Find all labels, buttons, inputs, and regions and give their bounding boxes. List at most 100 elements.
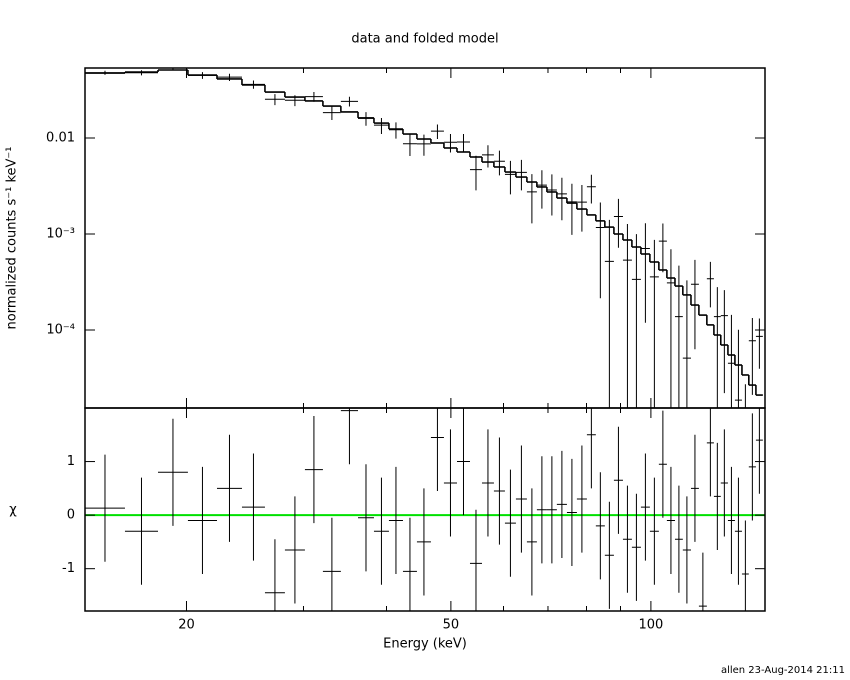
data-point [515, 159, 527, 191]
data-point [622, 224, 632, 408]
data-point [674, 485, 683, 593]
data-point [526, 174, 537, 224]
y-tick-label: 10⁻³ [46, 227, 75, 242]
data-point [264, 539, 285, 611]
data-point [706, 261, 714, 308]
data-point [566, 458, 577, 567]
data-point [241, 453, 265, 561]
data-point [340, 96, 359, 107]
data-point [402, 134, 417, 156]
y-axis-label: χ [9, 503, 17, 518]
plot-area [85, 68, 763, 476]
data-point [157, 68, 188, 71]
data-point [622, 485, 632, 593]
data-point [536, 456, 547, 564]
data-point [546, 456, 557, 564]
data-point [613, 198, 623, 248]
data-point [734, 329, 742, 408]
data-point [216, 73, 242, 81]
data-point [85, 70, 125, 75]
data-point [402, 517, 417, 611]
data-point [373, 117, 389, 134]
data-point [699, 428, 707, 476]
data-point [640, 223, 650, 323]
data-point [241, 80, 265, 89]
footer: allen 23-Aug-2014 21:11 [721, 665, 845, 676]
data-point [631, 234, 641, 408]
data-point [631, 493, 641, 601]
data-point [515, 445, 527, 553]
data-point [682, 496, 691, 604]
chart-title: data and folded model [351, 32, 498, 47]
data-point [430, 408, 444, 492]
y-axis-label: normalized counts s⁻¹ keV⁻¹ [5, 147, 20, 330]
data-point [682, 280, 691, 408]
data-point [556, 450, 567, 558]
data-point [690, 259, 699, 350]
data-point [666, 466, 675, 575]
frame [84, 407, 766, 612]
y-tick-label: 0 [67, 508, 75, 523]
data-point [322, 517, 341, 611]
data-point [649, 239, 659, 408]
x-tick-label: 50 [443, 618, 460, 633]
data-point [124, 70, 158, 76]
data-point [456, 133, 470, 152]
data-point [690, 434, 699, 542]
data-point [284, 95, 305, 107]
data-point [504, 160, 516, 195]
data-point [388, 122, 403, 139]
data-point [469, 509, 482, 611]
data-point [755, 408, 763, 494]
data-point [595, 472, 605, 580]
data-point [284, 496, 305, 604]
data-point [576, 445, 587, 553]
data-point [264, 94, 285, 106]
data-point [658, 410, 667, 518]
y-tick-label: -1 [62, 561, 75, 576]
data-point [443, 133, 457, 153]
data-point [216, 434, 242, 542]
data-point [546, 174, 557, 216]
data-point [720, 290, 728, 394]
data-point [713, 442, 721, 550]
data-point [536, 170, 547, 209]
data-point [493, 150, 505, 176]
data-point [604, 219, 614, 408]
data-point [613, 426, 623, 534]
x-tick-label: 20 [178, 618, 195, 633]
data-point [674, 265, 683, 408]
data-point [358, 112, 374, 126]
data-point [187, 466, 217, 575]
data-point [658, 223, 667, 273]
data-point [576, 184, 587, 232]
data-point [322, 106, 341, 121]
data-point [526, 488, 537, 596]
data-point [649, 477, 659, 585]
data-point [481, 145, 494, 168]
data-point [755, 318, 763, 369]
data-point [666, 249, 675, 408]
x-axis-label: Energy (keV) [383, 637, 467, 652]
data-point [358, 464, 374, 572]
data-point [556, 177, 567, 221]
data-point [373, 477, 389, 585]
plot-area [85, 408, 765, 611]
data-point [640, 453, 650, 561]
y-tick-label: 1 [67, 454, 75, 469]
data-point [304, 91, 323, 102]
data-point [340, 408, 359, 465]
data-point [748, 413, 756, 521]
data-point [604, 501, 614, 609]
data-point [727, 466, 735, 575]
data-point [713, 287, 721, 408]
data-point [748, 318, 756, 395]
data-point [430, 124, 444, 140]
data-point [734, 477, 742, 585]
data-point [744, 384, 746, 408]
y-tick-label: 10⁻⁴ [46, 323, 75, 338]
data-point [566, 183, 577, 235]
data-point [586, 408, 596, 489]
